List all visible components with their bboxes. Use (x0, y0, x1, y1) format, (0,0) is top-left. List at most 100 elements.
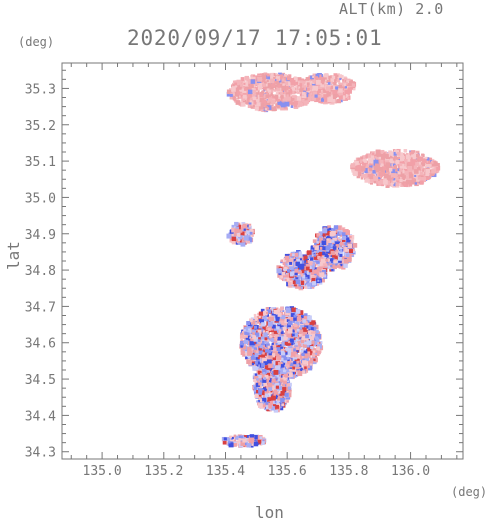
echo-cell (259, 390, 265, 396)
echo-cell (331, 268, 334, 272)
echo-cell (279, 98, 284, 103)
echo-cell (345, 253, 350, 258)
echo-cell (315, 73, 320, 78)
echo-cell (238, 86, 242, 90)
echo-cell (346, 81, 352, 86)
echo-cell (260, 367, 263, 370)
echo-cell (240, 241, 246, 247)
echo-cell (393, 164, 397, 168)
echo-cell (269, 334, 273, 338)
echo-cell (334, 81, 337, 84)
echo-cell (274, 326, 278, 329)
echo-cell (253, 379, 257, 382)
echo-cell (294, 274, 297, 277)
echo-cell (266, 107, 270, 110)
echo-cell (265, 343, 270, 348)
echo-cell (258, 388, 263, 393)
echo-cell (275, 314, 280, 320)
echo-cell (302, 360, 307, 365)
echo-cell (335, 241, 340, 246)
echo-cell (290, 102, 294, 106)
echo-cell (275, 385, 279, 389)
echo-cell (252, 363, 256, 367)
echo-cell (257, 403, 263, 408)
echo-cell (286, 94, 289, 97)
echo-cell (263, 382, 268, 387)
echo-cell (347, 78, 351, 82)
echo-cell (316, 346, 320, 351)
echo-cell (397, 168, 401, 172)
echo-cell (301, 274, 304, 277)
echo-cell (298, 343, 302, 347)
echo-cell (253, 325, 258, 329)
echo-cell (327, 85, 331, 88)
echo-cell (333, 258, 336, 261)
echo-cell (317, 248, 323, 254)
echo-cell (299, 367, 303, 372)
echo-cell (388, 150, 392, 155)
echo-cell (266, 390, 270, 394)
echo-cell (266, 314, 270, 317)
echo-cell (430, 162, 433, 165)
echo-cell (257, 368, 262, 373)
echo-cell (412, 158, 417, 163)
echo-cell (324, 75, 329, 80)
echo-cell (288, 389, 291, 393)
echo-cell (399, 166, 404, 171)
echo-cell (280, 346, 284, 350)
echo-cell (320, 83, 325, 88)
echo-cell (367, 154, 373, 159)
echo-cell (298, 251, 302, 255)
echo-cell (321, 98, 325, 102)
echo-cell (291, 278, 295, 282)
echo-cell (285, 277, 290, 282)
echo-cell (343, 263, 348, 268)
echo-cell (378, 156, 382, 160)
echo-cell (240, 436, 243, 439)
echo-cell (418, 156, 424, 162)
echo-cell (319, 266, 323, 270)
echo-cell (312, 91, 318, 97)
echo-cell (342, 244, 346, 247)
echo-cell (260, 340, 266, 346)
echo-cell (254, 332, 260, 337)
echo-cell (284, 274, 289, 279)
echo-cell (306, 270, 309, 274)
echo-cell (298, 86, 302, 90)
echo-cell (339, 247, 342, 250)
x-unit-label: (deg) (451, 485, 488, 499)
echo-cell (292, 320, 295, 323)
echo-cell (302, 327, 307, 332)
echo-cell (231, 95, 236, 100)
echo-cell (247, 237, 253, 243)
echo-cell (252, 365, 258, 371)
echo-cell (275, 357, 279, 362)
echo-cell (243, 335, 247, 338)
echo-cell (324, 253, 328, 257)
x-tick-label: 135.2 (144, 464, 183, 479)
echo-cell (350, 86, 353, 90)
echo-cell (337, 76, 341, 80)
echo-cell (290, 79, 296, 85)
echo-cell (287, 74, 292, 78)
echo-cell (243, 82, 246, 85)
echo-cell (395, 150, 400, 154)
echo-cell (249, 437, 254, 443)
echo-cell (248, 225, 251, 228)
echo-cell (247, 346, 252, 352)
echo-cell (246, 224, 249, 228)
echo-cell (375, 157, 379, 161)
echo-cell (314, 340, 320, 346)
echo-cell (264, 106, 269, 110)
echo-cell (268, 363, 273, 368)
echo-layer (221, 72, 441, 448)
echo-cell (276, 347, 281, 351)
echo-cell (320, 258, 326, 264)
echo-cell (353, 171, 358, 177)
echo-cell (241, 92, 244, 95)
echo-cell (383, 179, 388, 185)
echo-cell (341, 232, 346, 236)
echo-cell (422, 158, 427, 164)
echo-cell (340, 74, 344, 78)
echo-cell (270, 373, 273, 376)
